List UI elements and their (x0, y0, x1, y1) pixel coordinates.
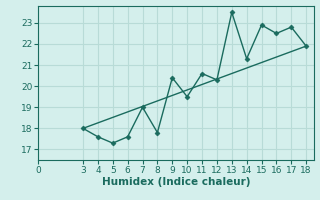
X-axis label: Humidex (Indice chaleur): Humidex (Indice chaleur) (102, 177, 250, 187)
